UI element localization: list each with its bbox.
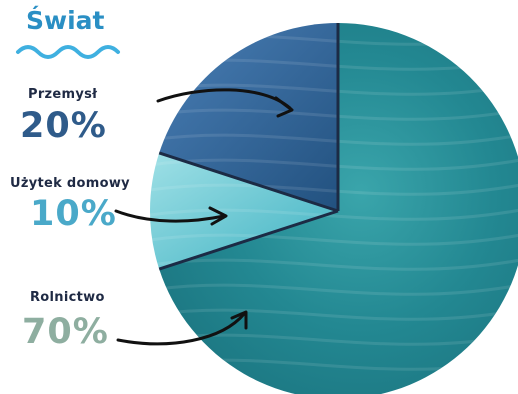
slice-value-przemysl: 20% <box>20 106 107 146</box>
arrow-rolnictwo <box>116 312 246 346</box>
slice-label-rolnictwo: Rolnictwo <box>30 290 105 305</box>
pie-texture-stroke <box>150 307 518 321</box>
arrowhead-uzytek <box>208 206 228 226</box>
pie-divider-line <box>158 209 339 271</box>
slice-value-uzytek: 10% <box>30 194 117 234</box>
pie-texture-stroke <box>150 182 518 196</box>
pie-texture-stroke <box>150 207 518 221</box>
pie-slice-przemysl <box>159 23 338 211</box>
arrowhead-przemysl <box>274 96 294 118</box>
pie-slice-uzytek <box>149 152 338 270</box>
pie-texture-stroke <box>150 107 518 121</box>
pie-texture-stroke <box>150 157 518 171</box>
arrowhead-rolnictwo <box>230 310 248 330</box>
pie-texture-stroke <box>150 332 518 346</box>
slice-label-uzytek: Użytek domowy <box>10 176 130 191</box>
pie-divider-line <box>158 151 339 213</box>
chart-title: Świat <box>26 6 105 35</box>
pie-texture-stroke <box>150 232 518 246</box>
callout-arrows <box>114 88 294 346</box>
pie-texture-stroke <box>150 82 518 96</box>
pie-texture-stroke <box>150 132 518 146</box>
pie-texture-stroke <box>150 282 518 296</box>
pie-texture-stroke <box>150 257 518 271</box>
slice-label-przemysl: Przemysł <box>28 87 98 102</box>
slice-value-rolnictwo: 70% <box>22 312 109 352</box>
arrow-uzytek <box>114 209 226 223</box>
squiggle-underline <box>16 45 120 59</box>
